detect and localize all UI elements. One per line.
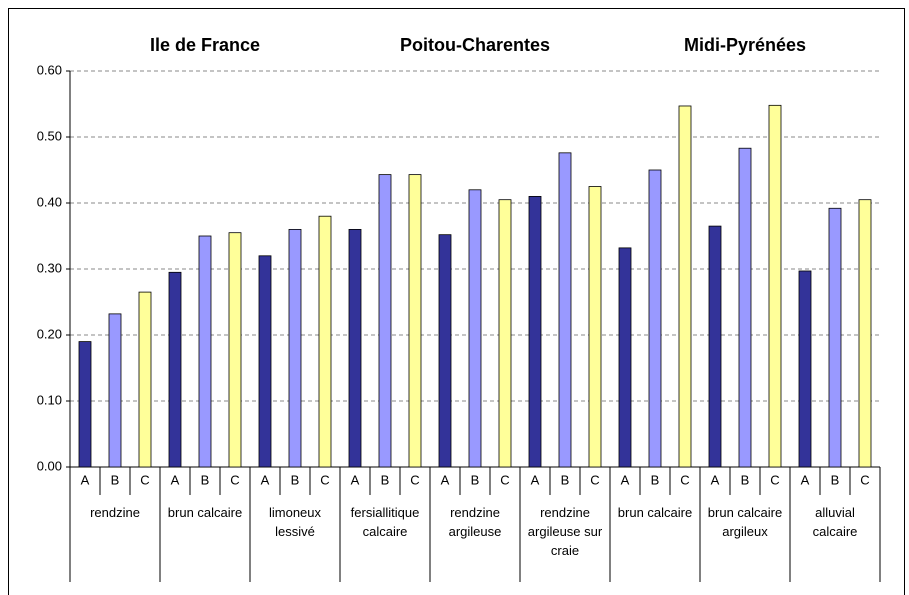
y-tick-label: 0.10 (37, 392, 62, 407)
region-label: Midi-Pyrénées (684, 35, 806, 55)
bar (858, 199, 872, 468)
x-category-label: alluvial calcaire (812, 505, 858, 539)
x-category-label: rendzine argileuse (448, 505, 502, 539)
x-subcategory-label: C (500, 472, 509, 487)
x-subcategory-label: B (111, 472, 120, 487)
y-tick-label: 0.00 (37, 458, 62, 473)
bar (558, 152, 572, 468)
bar (108, 313, 122, 468)
x-category-label: limoneux lessivé (268, 505, 322, 539)
y-tick-label: 0.20 (37, 326, 62, 341)
x-subcategory-label: B (291, 472, 300, 487)
x-subcategory-label: A (81, 472, 90, 487)
x-subcategory-label: B (651, 472, 660, 487)
bar (168, 271, 182, 468)
x-subcategory-label: A (621, 472, 630, 487)
x-subcategory-label: B (741, 472, 750, 487)
y-tick-label: 0.50 (37, 128, 62, 143)
x-subcategory-label: B (831, 472, 840, 487)
x-subcategory-label: B (201, 472, 210, 487)
x-subcategory-label: A (171, 472, 180, 487)
bar (318, 215, 332, 468)
bar (288, 228, 302, 468)
region-label: Ile de France (150, 35, 260, 55)
x-category-label: brun calcaire (167, 505, 243, 520)
x-subcategory-label: B (471, 472, 480, 487)
region-label: Poitou-Charentes (400, 35, 550, 55)
bar (138, 291, 152, 468)
bar (738, 147, 752, 468)
x-category-label: brun calcaire (617, 505, 693, 520)
bar (228, 232, 242, 468)
bar (498, 199, 512, 468)
bar (378, 174, 392, 468)
bar (468, 189, 482, 468)
bar (798, 270, 812, 468)
y-tick-label: 0.40 (37, 194, 62, 209)
bar (588, 186, 602, 468)
y-tick-label: 0.60 (37, 62, 62, 77)
x-subcategory-label: C (320, 472, 329, 487)
x-subcategory-label: B (561, 472, 570, 487)
y-tick-label: 0.30 (37, 260, 62, 275)
bar (528, 195, 542, 468)
x-subcategory-label: B (381, 472, 390, 487)
bar (648, 169, 662, 468)
chart-border (8, 8, 905, 595)
x-subcategory-label: C (410, 472, 419, 487)
bar (348, 228, 362, 468)
bar (198, 235, 212, 468)
x-subcategory-label: A (261, 472, 270, 487)
x-subcategory-label: A (441, 472, 450, 487)
x-subcategory-label: A (711, 472, 720, 487)
bar (408, 174, 422, 468)
x-subcategory-label: A (351, 472, 360, 487)
bar (78, 341, 92, 468)
x-category-label: rendzine (90, 505, 140, 520)
bar (828, 207, 842, 468)
x-subcategory-label: C (140, 472, 149, 487)
bar (678, 105, 692, 468)
bar (618, 247, 632, 468)
bar (708, 225, 722, 468)
bar (258, 255, 272, 468)
x-category-label: brun calcaire argileux (707, 505, 783, 539)
x-subcategory-label: C (230, 472, 239, 487)
x-subcategory-label: C (680, 472, 689, 487)
x-category-label: fersiallitique calcaire (350, 505, 420, 539)
bar (768, 104, 782, 468)
x-subcategory-label: C (770, 472, 779, 487)
x-subcategory-label: A (531, 472, 540, 487)
x-subcategory-label: A (801, 472, 810, 487)
bar (438, 234, 452, 468)
x-subcategory-label: C (860, 472, 869, 487)
x-category-label: rendzine argileuse sur craie (527, 505, 603, 558)
x-subcategory-label: C (590, 472, 599, 487)
